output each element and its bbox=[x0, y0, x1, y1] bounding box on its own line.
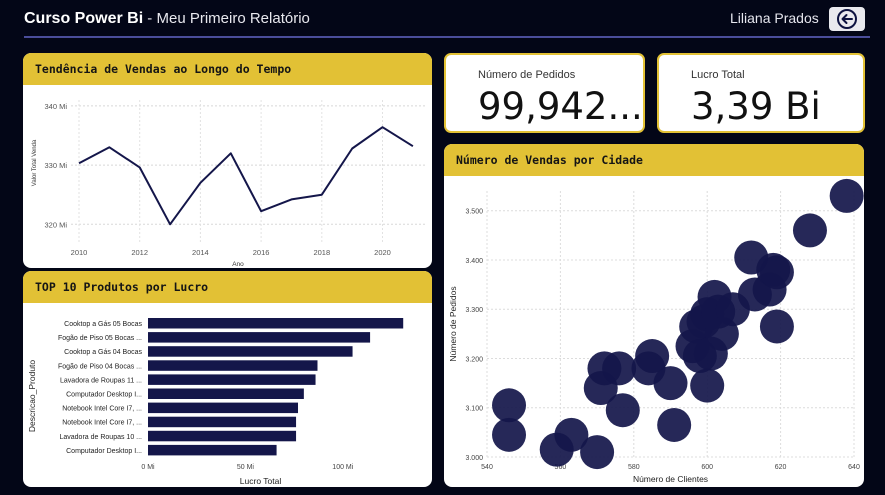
sales-trend-panel[interactable]: Tendência de Vendas ao Longo do Tempo 32… bbox=[23, 53, 432, 268]
city-point bbox=[602, 351, 637, 386]
x-tick-label: 2020 bbox=[374, 248, 391, 257]
orders-card[interactable]: Número de Pedidos 99,942... bbox=[444, 53, 645, 133]
city-point bbox=[605, 393, 640, 428]
x-axis-title: Lucro Total bbox=[240, 476, 282, 486]
category-label: Cooktop a Gás 04 Bocas bbox=[64, 349, 142, 356]
x-tick-label: 2018 bbox=[313, 248, 330, 257]
x-tick-label: 2014 bbox=[192, 248, 209, 257]
back-button[interactable] bbox=[829, 7, 865, 31]
report-header: Curso Power Bi - Meu Primeiro Relatório … bbox=[0, 0, 885, 38]
bar bbox=[148, 374, 316, 385]
bar bbox=[148, 402, 299, 414]
back-arrow-circle-icon bbox=[837, 9, 857, 29]
y-tick-label: 3.000 bbox=[465, 455, 483, 462]
top10-title: TOP 10 Produtos por Lucro bbox=[23, 271, 432, 303]
x-tick-label: 580 bbox=[628, 464, 640, 471]
bar bbox=[148, 388, 304, 399]
bar bbox=[148, 416, 297, 428]
sales-by-city-title: Número de Vendas por Cidade bbox=[444, 144, 864, 176]
top10-products-panel[interactable]: TOP 10 Produtos por Lucro Cooktop a Gás … bbox=[23, 271, 432, 487]
x-axis-title: Número de Clientes bbox=[633, 474, 708, 484]
category-label: Fogão de Piso 04 Bocas ... bbox=[58, 363, 142, 370]
category-label: Computador Desktop I... bbox=[66, 392, 142, 399]
report-title: Curso Power Bi - Meu Primeiro Relatório bbox=[24, 10, 310, 28]
profit-label: Lucro Total bbox=[691, 69, 745, 81]
y-tick-label: 340 Mi bbox=[44, 102, 67, 111]
x-tick-label: 640 bbox=[848, 464, 860, 471]
x-tick-label: 560 bbox=[555, 464, 567, 471]
category-label: Cooktop a Gás 05 Bocas bbox=[64, 321, 142, 328]
x-tick-label: 600 bbox=[701, 464, 713, 471]
profit-card[interactable]: Lucro Total 3,39 Bi bbox=[657, 53, 865, 133]
y-axis-title: Número de Pedidos bbox=[448, 286, 458, 361]
orders-label: Número de Pedidos bbox=[478, 69, 576, 81]
category-label: Computador Desktop I... bbox=[66, 448, 142, 455]
x-tick-label: 50 Mi bbox=[237, 464, 255, 471]
top10-chart: Cooktop a Gás 05 Bocas Fogão de Piso 05 B… bbox=[27, 318, 404, 486]
x-tick-label: 0 Mi bbox=[141, 464, 155, 471]
city-point bbox=[829, 178, 864, 213]
y-tick-label: 3.300 bbox=[465, 307, 483, 314]
sales-by-city-chart: 3.000 3.100 3.200 3.300 3.400 3.500 540 560 580 6… bbox=[448, 178, 864, 484]
city-point bbox=[690, 368, 725, 403]
sales-trend-line bbox=[78, 126, 414, 226]
y-tick-label: 3.500 bbox=[465, 209, 483, 216]
x-tick-label: 2010 bbox=[71, 248, 88, 257]
city-point bbox=[792, 213, 827, 248]
y-tick-label: 3.400 bbox=[465, 258, 483, 265]
bar bbox=[148, 318, 404, 329]
title-separator: - bbox=[143, 10, 157, 27]
x-tick-label: 620 bbox=[775, 464, 787, 471]
city-point bbox=[492, 417, 527, 452]
city-point bbox=[580, 435, 615, 470]
report-subtitle: Meu Primeiro Relatório bbox=[156, 10, 310, 27]
city-point bbox=[492, 388, 527, 423]
sales-trend-chart: 320 Mi 330 Mi 340 Mi 2010 2012 2014 2016 2018 20… bbox=[32, 100, 425, 268]
sales-by-city-panel[interactable]: Número de Vendas por Cidade 3.000 3.100 3.… bbox=[444, 144, 864, 487]
y-tick-label: 3.200 bbox=[465, 356, 483, 363]
x-tick-label: 540 bbox=[481, 464, 493, 471]
category-label: Fogão de Piso 05 Bocas ... bbox=[58, 335, 142, 342]
x-axis-title: Ano bbox=[232, 261, 244, 268]
orders-value: 99,942... bbox=[478, 85, 643, 128]
category-label: Lavadora de Roupas 10 ... bbox=[59, 434, 142, 441]
profit-value: 3,39 Bi bbox=[691, 85, 821, 128]
header-divider bbox=[24, 36, 870, 38]
x-tick-label: 100 Mi bbox=[332, 464, 353, 471]
bar bbox=[148, 360, 318, 371]
y-tick-label: 3.100 bbox=[465, 406, 483, 413]
category-label: Lavadora de Roupas 11 ... bbox=[60, 377, 142, 384]
city-point bbox=[635, 339, 670, 374]
x-tick-label: 2012 bbox=[131, 248, 148, 257]
city-point bbox=[653, 366, 688, 401]
bar bbox=[148, 346, 353, 357]
bar bbox=[148, 430, 297, 442]
bar bbox=[148, 332, 371, 343]
city-point bbox=[554, 417, 589, 452]
category-label: Notebook Intel Core I7, ... bbox=[62, 420, 142, 427]
sales-trend-title: Tendência de Vendas ao Longo do Tempo bbox=[23, 53, 432, 85]
bar bbox=[148, 444, 277, 456]
category-label: Notebook Intel Core I7, ... bbox=[62, 406, 142, 413]
y-axis-title: Descricao_Produto bbox=[27, 360, 37, 433]
city-point bbox=[759, 255, 794, 290]
city-point bbox=[759, 309, 794, 344]
y-tick-label: 320 Mi bbox=[44, 220, 67, 229]
y-axis-title: Valor Total Venda bbox=[32, 139, 38, 186]
y-tick-label: 330 Mi bbox=[44, 161, 67, 170]
city-point bbox=[657, 407, 692, 442]
user-name: Liliana Prados bbox=[730, 10, 819, 26]
x-tick-label: 2016 bbox=[253, 248, 270, 257]
app-title: Curso Power Bi bbox=[24, 10, 144, 27]
